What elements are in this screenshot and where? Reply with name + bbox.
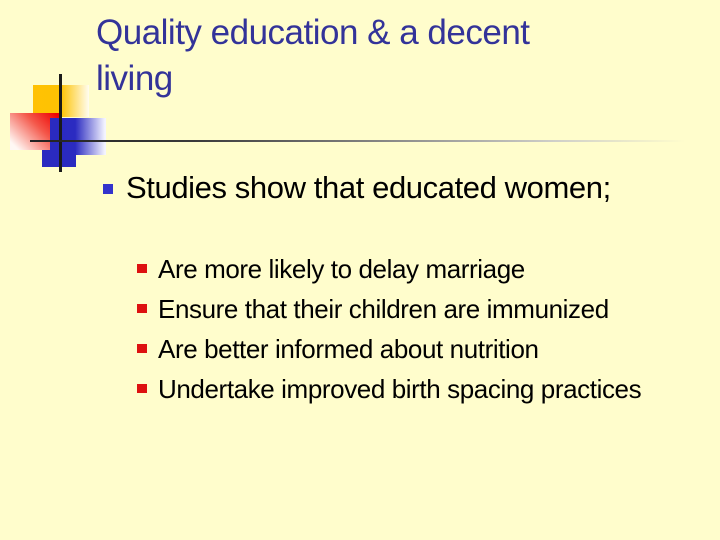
bullet-level2-text: Ensure that their children are immunized [158,294,609,324]
title-underline-rule [30,140,685,142]
slide-title-line2: living [96,59,173,98]
red-square-bullet-icon [137,384,147,393]
bullet-level1-row: Studies show that educated women; [103,168,611,208]
bullet-level2-row: Undertake improved birth spacing practic… [137,374,642,404]
bullet-level2-row: Ensure that their children are immunized [137,294,641,324]
decor-vertical-line [59,74,62,172]
red-square-bullet-icon [137,304,147,313]
bullet-level2-text: Are more likely to delay marriage [158,254,525,284]
bullet-level2-row: Are better informed about nutrition [137,334,641,364]
slide-title: Quality education & a decent living [96,10,696,102]
bullet-level2-text: Are better informed about nutrition [158,334,539,364]
red-square-bullet-icon [137,264,147,273]
blue-square-bullet-icon [103,184,113,194]
bullet-level2-list: Are more likely to delay marriage Ensure… [137,254,642,414]
red-square-bullet-icon [137,344,147,353]
slide-title-line1: Quality education & a decent [96,13,530,52]
bullet-level2-text: Undertake improved birth spacing practic… [158,374,642,404]
bullet-level2-row: Are more likely to delay marriage [137,254,641,284]
bullet-level1-text: Studies show that educated women; [126,170,611,205]
